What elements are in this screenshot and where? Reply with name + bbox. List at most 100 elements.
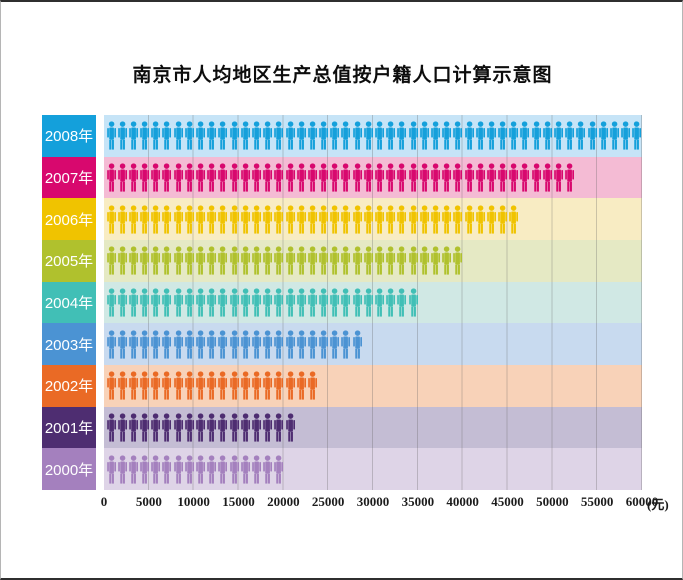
person-icon (107, 163, 116, 192)
person-icon (319, 288, 328, 317)
person-icon (308, 121, 317, 150)
person-icon (308, 371, 317, 400)
person-icon (252, 330, 261, 359)
person-icon (274, 288, 283, 317)
person-icon (196, 330, 205, 359)
person-icon (174, 163, 183, 192)
person-icon (241, 205, 250, 234)
person-icon (185, 246, 194, 275)
person-icon (286, 246, 295, 275)
person-icon (364, 163, 373, 192)
person-icon (263, 121, 272, 150)
person-icon (319, 205, 328, 234)
person-icon (241, 163, 250, 192)
person-icon (230, 413, 239, 442)
person-icon (207, 371, 216, 400)
person-icon (129, 330, 138, 359)
person-icon (286, 205, 295, 234)
person-icon (319, 330, 328, 359)
person-icon (162, 288, 171, 317)
person-icon (118, 288, 127, 317)
person-icon (230, 121, 239, 150)
person-icon (129, 205, 138, 234)
person-icon (230, 330, 239, 359)
person-icon (319, 246, 328, 275)
year-label: 2006年 (42, 198, 96, 240)
person-icon (263, 455, 272, 484)
person-icon (364, 205, 373, 234)
person-icon (375, 163, 384, 192)
person-icon (453, 205, 462, 234)
person-icon (476, 121, 485, 150)
person-icon (252, 455, 261, 484)
person-icon (230, 246, 239, 275)
person-icon (185, 121, 194, 150)
person-icon (107, 288, 116, 317)
person-icon (196, 455, 205, 484)
person-icon (218, 246, 227, 275)
person-icon (286, 121, 295, 150)
person-icon (610, 121, 619, 150)
person-icon (252, 246, 261, 275)
chart-row: 2004年 (1, 281, 682, 324)
person-icon (230, 371, 239, 400)
person-icon (162, 413, 171, 442)
person-icon (252, 371, 261, 400)
person-icon (274, 413, 283, 442)
person-icon (263, 288, 272, 317)
person-icon (230, 288, 239, 317)
person-icon (409, 205, 418, 234)
person-icon (520, 121, 529, 150)
person-icon (476, 205, 485, 234)
person-icon (353, 205, 362, 234)
person-icon (420, 121, 429, 150)
person-icon (196, 205, 205, 234)
person-icon (465, 121, 474, 150)
person-icon (207, 121, 216, 150)
person-icon (151, 455, 160, 484)
person-icon (565, 121, 574, 150)
chart-row: 2002年 (1, 365, 682, 407)
person-icon (252, 163, 261, 192)
person-icon (218, 288, 227, 317)
person-icon (129, 455, 138, 484)
person-icon (118, 205, 127, 234)
x-axis-unit-label: (元) (647, 497, 669, 512)
person-icon (107, 455, 116, 484)
person-icon (118, 371, 127, 400)
x-axis-tick: 60000 (625, 494, 659, 509)
person-icon (118, 121, 127, 150)
chart-title: 南京市人均地区生产总值按户籍人口计算示意图 (132, 65, 553, 86)
person-icon (185, 288, 194, 317)
pictograph-band (104, 365, 642, 407)
pictograph-band (104, 281, 642, 324)
person-icon (353, 163, 362, 192)
person-icon (218, 413, 227, 442)
person-icon (397, 121, 406, 150)
person-icon (409, 163, 418, 192)
person-icon (129, 246, 138, 275)
person-icon (621, 121, 630, 150)
person-icon (241, 121, 250, 150)
person-icon (162, 455, 171, 484)
person-icon (297, 371, 306, 400)
person-icon (286, 371, 295, 400)
person-icon (241, 371, 250, 400)
person-icon (241, 246, 250, 275)
pictograph-band (104, 406, 642, 449)
person-icon (185, 413, 194, 442)
person-icon (341, 163, 350, 192)
person-icon (162, 246, 171, 275)
person-icon (297, 163, 306, 192)
person-icon (107, 330, 116, 359)
person-icon (129, 288, 138, 317)
person-icon (487, 163, 496, 192)
person-icon (330, 163, 339, 192)
person-icon (140, 455, 149, 484)
person-icon (330, 288, 339, 317)
person-icon (107, 246, 116, 275)
person-icon (162, 205, 171, 234)
person-icon (185, 205, 194, 234)
person-icon (151, 163, 160, 192)
